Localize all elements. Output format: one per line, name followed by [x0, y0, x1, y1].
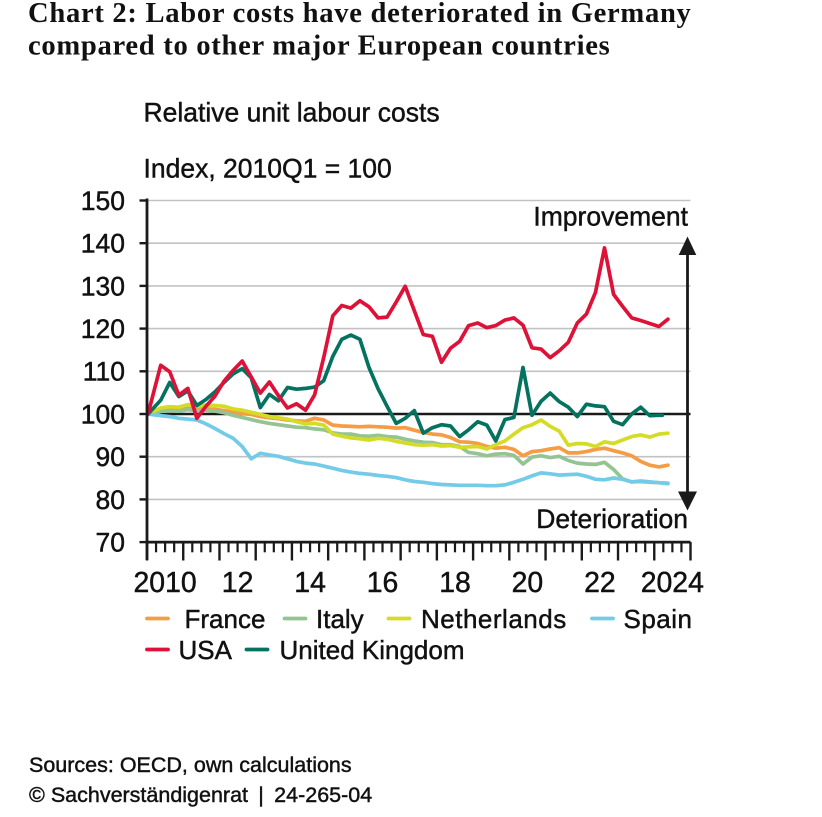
svg-text:Sources: OECD, own calculation: Sources: OECD, own calculations [29, 753, 352, 777]
svg-text:120: 120 [81, 314, 125, 344]
svg-text:Spain: Spain [624, 604, 693, 634]
svg-text:Relative unit labour costs: Relative unit labour costs [144, 98, 440, 128]
svg-text:Chart 2: Labor costs have dete: Chart 2: Labor costs have deteriorated i… [28, 0, 692, 29]
svg-text:70: 70 [96, 528, 125, 558]
svg-text:United Kingdom: United Kingdom [280, 635, 465, 665]
svg-text:80: 80 [96, 485, 125, 515]
svg-text:12: 12 [222, 567, 254, 599]
svg-text:20: 20 [512, 567, 544, 599]
svg-text:compared to other major Europe: compared to other major European countri… [28, 31, 610, 62]
svg-text:130: 130 [81, 271, 125, 301]
svg-text:14: 14 [294, 567, 326, 599]
svg-text:France: France [185, 604, 266, 634]
svg-text:90: 90 [96, 442, 125, 472]
svg-text:16: 16 [367, 567, 399, 599]
svg-text:100: 100 [81, 399, 125, 429]
svg-text:Improvement: Improvement [533, 202, 688, 232]
svg-text:140: 140 [81, 229, 125, 259]
svg-text:150: 150 [81, 186, 125, 216]
svg-text:110: 110 [83, 357, 125, 387]
svg-text:18: 18 [439, 567, 471, 599]
svg-text:© Sachverständigenrat | 24-2: © Sachverständigenrat | 24-265-04 [29, 783, 372, 807]
svg-text:2024: 2024 [641, 567, 704, 599]
svg-text:2010: 2010 [134, 567, 197, 599]
svg-text:Deterioration: Deterioration [536, 504, 688, 534]
svg-text:Italy: Italy [316, 604, 364, 634]
svg-text:Index, 2010Q1 = 100: Index, 2010Q1 = 100 [144, 154, 392, 184]
svg-text:Netherlands: Netherlands [421, 604, 567, 634]
svg-text:USA: USA [179, 635, 233, 665]
svg-text:22: 22 [584, 567, 616, 599]
